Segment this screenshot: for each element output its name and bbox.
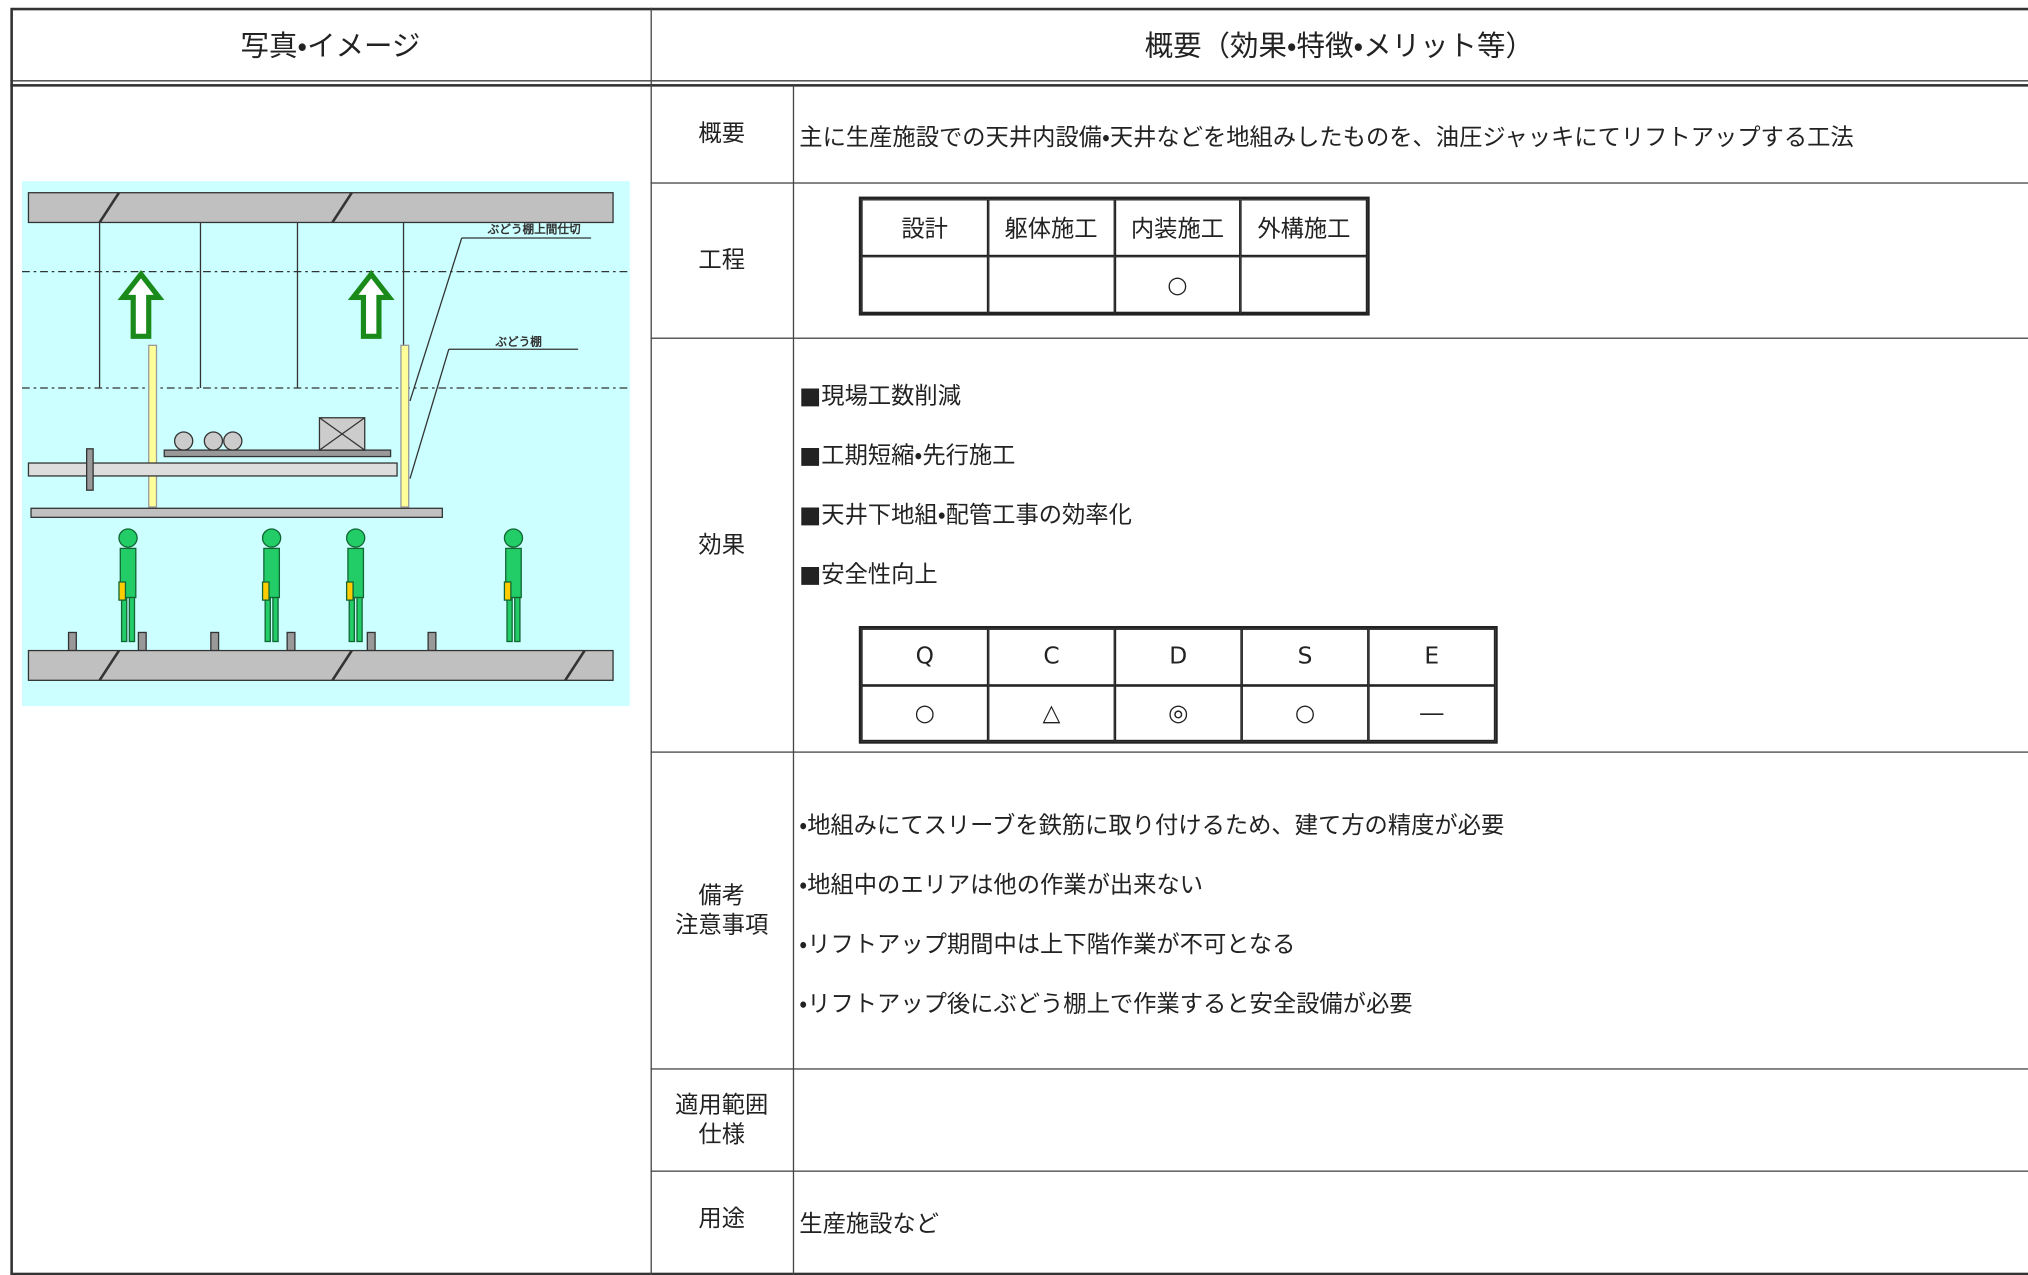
cell: ○	[861, 684, 989, 742]
label-line: 適用範囲	[675, 1090, 769, 1119]
cell: 外構施工	[1240, 199, 1368, 257]
row-label: 概要	[698, 120, 745, 148]
illustration: ぶどう棚上間仕切 ぶどう棚	[21, 181, 630, 707]
cell: ○	[1241, 684, 1369, 742]
header-left: 写真・イメージ	[240, 31, 421, 64]
cell	[987, 256, 1115, 313]
rule	[650, 1170, 2028, 1172]
cell: 内装施工	[1114, 199, 1241, 257]
cell: △	[988, 684, 1115, 742]
row-label: 適用範囲 仕様	[651, 1068, 793, 1170]
cell: Q	[861, 628, 989, 685]
cell: E	[1368, 628, 1496, 685]
cell	[861, 256, 988, 313]
process-table: 設計 躯体施工 内装施工 外構施工 ○	[858, 196, 1370, 316]
cell: ○	[1114, 256, 1241, 313]
effect-item: ■現場工数削減	[799, 382, 961, 410]
cell: D	[1114, 628, 1242, 685]
image-label: ぶどう棚上間仕切	[487, 222, 581, 236]
note-item: ・地組みにてスリーブを鉄筋に取り付けるため、建て方の精度が必要	[799, 812, 1505, 840]
effect-item: ■安全性向上	[799, 561, 938, 589]
label-line: 注意事項	[675, 911, 769, 939]
cell: ―	[1368, 684, 1496, 742]
label-line: 備考	[698, 881, 745, 909]
row-label: 工程	[698, 246, 745, 274]
rule	[650, 1068, 2028, 1070]
effect-item: ■天井下地組・配管工事の効率化	[799, 501, 1132, 529]
rule	[650, 751, 2028, 753]
effect-item: ■工期短縮・先行施工	[799, 442, 1016, 470]
image-label: ぶどう棚	[494, 334, 542, 348]
label-line: 仕様	[698, 1120, 745, 1148]
header-right: 概要（効果・特徴・メリット等）	[1144, 31, 1534, 64]
note-item: ・リフトアップ期間中は上下階作業が不可となる	[799, 931, 1296, 959]
row-label: 効果	[698, 530, 745, 559]
overview-text: 主に生産施設での天井内設備・天井などを地組みしたものを、油圧ジャッキにてリフトア…	[799, 124, 1854, 152]
rule	[10, 80, 2028, 82]
rule	[792, 85, 795, 1275]
rule	[10, 84, 2028, 87]
cell: 設計	[861, 199, 988, 257]
rule	[650, 7, 652, 1275]
note-item: ・リフトアップ後にぶどう棚上で作業すると安全設備が必要	[799, 990, 1413, 1018]
rule	[650, 337, 2028, 339]
usage-text: 生産施設など	[799, 1210, 939, 1238]
qcdse-table: Q C D S E ○ △ ◎ ○ ―	[858, 625, 1498, 744]
cell: 躯体施工	[987, 199, 1115, 257]
rule	[650, 182, 2028, 184]
row-label: 備考 注意事項	[651, 751, 793, 1068]
note-item: ・地組中のエリアは他の作業が出来ない	[799, 871, 1203, 899]
cell: C	[988, 628, 1115, 685]
cell	[1240, 256, 1368, 313]
cell: S	[1241, 628, 1369, 685]
cell: ◎	[1114, 684, 1242, 742]
row-label: 用途	[698, 1205, 745, 1233]
